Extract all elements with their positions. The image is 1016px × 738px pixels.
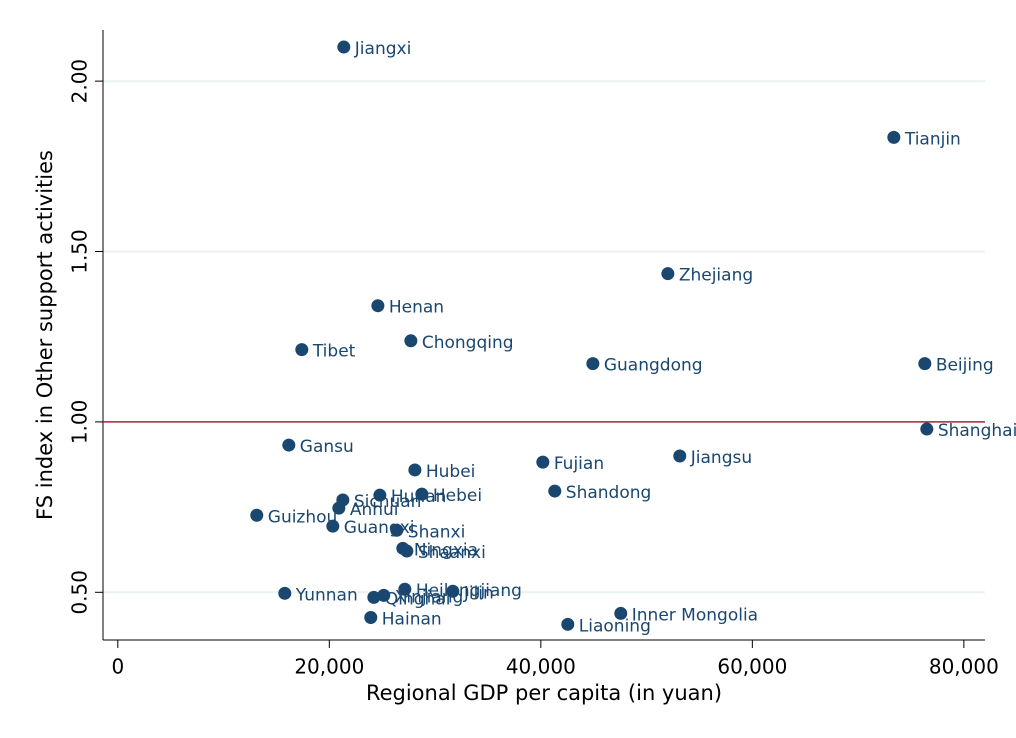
point-label: Shanxi bbox=[408, 522, 466, 542]
point-label: Ningxia bbox=[414, 540, 478, 560]
point-label: Jiangsu bbox=[690, 448, 752, 468]
point-label: Gansu bbox=[300, 437, 354, 457]
point bbox=[295, 343, 309, 357]
point-label: Zhejiang bbox=[679, 266, 753, 286]
point bbox=[920, 422, 934, 436]
point-label: Shandong bbox=[566, 483, 652, 503]
point bbox=[278, 586, 292, 600]
point bbox=[404, 334, 418, 348]
point bbox=[337, 40, 351, 54]
point-label: Hainan bbox=[382, 610, 442, 630]
point bbox=[415, 487, 429, 501]
point-label: Hebei bbox=[433, 486, 482, 506]
point bbox=[918, 357, 932, 371]
point-label: Guizhou bbox=[268, 507, 338, 527]
point bbox=[282, 438, 296, 452]
y-tick-label: 2.00 bbox=[68, 59, 92, 104]
point-label: Xinjiang bbox=[395, 587, 464, 607]
point bbox=[561, 617, 575, 631]
y-tick-label: 1.50 bbox=[68, 229, 92, 274]
point-label: Inner Mongolia bbox=[632, 605, 758, 625]
point-label: Yunnan bbox=[295, 585, 358, 605]
point bbox=[548, 484, 562, 498]
point bbox=[364, 611, 378, 625]
y-tick-label: 0.50 bbox=[68, 570, 92, 615]
point-label: Jilin bbox=[463, 583, 494, 603]
point-label: Jiangxi bbox=[354, 39, 412, 59]
point-label: Fujian bbox=[554, 454, 604, 474]
point bbox=[408, 463, 422, 477]
point-label: Tianjin bbox=[904, 129, 961, 149]
point-label: Chongqing bbox=[422, 333, 514, 353]
y-tick-label: 1.00 bbox=[68, 400, 92, 445]
point-label: Guangdong bbox=[604, 356, 703, 376]
point-label: Hubei bbox=[426, 462, 476, 482]
point bbox=[373, 488, 387, 502]
point-label: Shanghai bbox=[938, 421, 1016, 441]
point bbox=[398, 582, 412, 596]
y-axis-title: FS index in Other support activities bbox=[33, 150, 57, 520]
x-tick-label: 0 bbox=[111, 655, 124, 679]
point bbox=[371, 299, 385, 313]
point bbox=[400, 544, 414, 558]
point bbox=[661, 267, 675, 281]
point bbox=[536, 455, 550, 469]
point bbox=[377, 588, 391, 602]
point-label: Liaoning bbox=[579, 616, 651, 636]
point bbox=[614, 606, 628, 620]
point-label: Henan bbox=[389, 298, 444, 318]
point-label: Shaanxi bbox=[418, 543, 486, 563]
point bbox=[390, 523, 404, 537]
x-tick-label: 20,000 bbox=[294, 655, 364, 679]
x-tick-label: 80,000 bbox=[929, 655, 999, 679]
point-label: Beijing bbox=[936, 356, 994, 376]
point-label: Anhui bbox=[350, 500, 399, 520]
x-tick-label: 60,000 bbox=[717, 655, 787, 679]
point bbox=[250, 508, 264, 522]
point-label: Tibet bbox=[312, 342, 356, 362]
point-label: Guangxi bbox=[344, 518, 415, 538]
point bbox=[887, 130, 901, 144]
point-label: Sichuan bbox=[354, 492, 422, 512]
point bbox=[586, 357, 600, 371]
point bbox=[367, 590, 381, 604]
point bbox=[673, 449, 687, 463]
x-tick-label: 40,000 bbox=[506, 655, 576, 679]
points: Jiangxi Tianjin Zhejiang Henan Chongqing Tibe… bbox=[250, 39, 1016, 636]
point-label: Qinghai bbox=[385, 589, 451, 609]
point bbox=[326, 519, 340, 533]
point-label: Heilongjiang bbox=[416, 581, 522, 601]
point bbox=[332, 501, 346, 515]
x-axis-title: Regional GDP per capita (in yuan) bbox=[366, 681, 722, 705]
point bbox=[446, 584, 460, 598]
